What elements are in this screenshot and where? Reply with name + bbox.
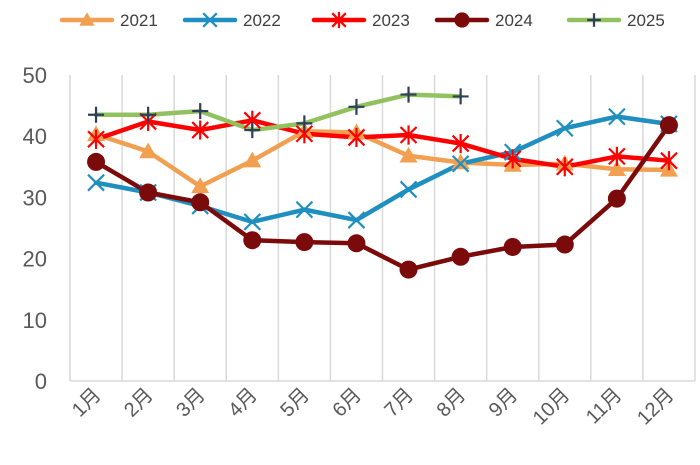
series-markers [87,86,678,279]
y-axis-ticks: 0 10 20 30 40 50 [23,63,47,394]
series-line-2023 [93,118,672,170]
legend-label: 2022 [243,11,281,30]
y-tick-label: 50 [23,63,47,88]
x-tick-label: 9月 [485,384,523,422]
data-point-2025 [400,86,417,103]
x-tick-label: 2月 [120,384,158,422]
series-line-2025 [93,92,463,133]
legend-label: 2023 [372,11,410,30]
data-point-2025 [296,115,313,132]
legend-item-2025: 2025 [566,11,665,30]
data-point-2025 [452,88,469,105]
data-point-2023 [608,146,626,166]
legend-marker [79,12,95,26]
data-point-2021 [191,177,210,194]
y-tick-label: 30 [23,185,47,210]
y-tick-label: 0 [35,369,47,394]
y-tick-label: 10 [23,308,47,333]
data-point-2023 [347,127,366,148]
data-point-2021 [399,146,418,163]
data-point-2023 [87,129,105,149]
x-tick-label: 8月 [433,384,471,422]
data-point-2024 [399,260,418,279]
data-point-2022 [87,173,105,192]
x-tick-label: 11月 [582,384,626,428]
data-point-2021 [451,153,470,170]
data-point-2023 [660,151,678,171]
legend-label: 2025 [627,11,665,30]
data-point-2024 [139,183,158,202]
data-point-2022 [556,119,574,138]
data-point-2022 [347,211,366,229]
data-point-2024 [503,237,522,256]
data-point-2025 [244,122,261,139]
x-tick-label: 12月 [633,384,678,429]
data-point-2023 [451,133,470,154]
x-axis-ticks: 1月 2月 3月 4月 5月 6月 7月 8月 9月 10月 11月 12月 [68,384,678,429]
data-point-2024 [659,116,678,135]
legend-marker [202,12,218,28]
data-point-2021 [607,160,626,176]
data-point-2024 [347,234,366,253]
x-tick-label: 7月 [381,384,419,422]
data-point-2025 [88,106,105,123]
data-point-2022 [295,200,314,219]
data-point-2025 [348,98,365,115]
data-point-2024 [607,189,626,208]
data-point-2023 [503,149,522,169]
data-point-2022 [608,107,626,126]
data-point-2022 [451,154,470,173]
data-point-2021 [139,142,158,159]
legend-marker [587,13,601,27]
legend: 2021 2022 2023 2024 2025 [59,11,665,30]
y-tick-label: 20 [23,247,47,272]
x-tick-label: 6月 [328,384,366,422]
data-point-2025 [192,103,209,120]
legend-marker [454,12,470,28]
legend-item-2022: 2022 [182,11,281,30]
gridlines [69,75,696,382]
data-point-2023 [191,120,209,140]
x-tick-label: 10月 [529,384,574,429]
legend-item-2023: 2023 [311,11,410,30]
legend-item-2024: 2024 [434,11,533,30]
data-point-2021 [243,151,262,168]
data-point-2024 [87,152,106,171]
x-tick-label: 5月 [276,384,314,422]
data-point-2024 [451,247,470,266]
data-point-2025 [140,106,157,123]
data-point-2024 [555,235,574,254]
legend-label: 2021 [120,11,158,30]
data-point-2022 [243,213,262,231]
legend-item-2021: 2021 [59,11,158,30]
y-tick-label: 40 [23,124,47,149]
data-point-2023 [399,125,418,145]
data-point-2024 [295,233,314,252]
data-point-2022 [399,180,418,199]
legend-label: 2024 [495,11,533,30]
x-tick-label: 1月 [68,384,106,422]
x-tick-label: 3月 [172,384,210,422]
data-point-2024 [243,231,262,250]
legend-marker [331,11,347,29]
data-point-2024 [191,193,210,212]
x-tick-label: 4月 [224,384,262,422]
data-point-2023 [556,157,574,177]
